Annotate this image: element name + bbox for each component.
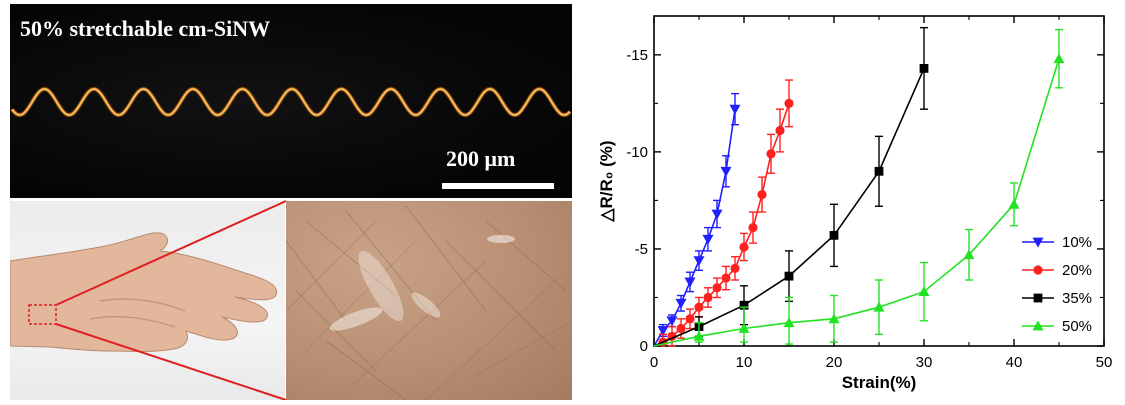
- data-point: [783, 317, 795, 328]
- legend-marker: [1033, 293, 1043, 303]
- data-point: [918, 286, 930, 297]
- legend-label: 10%: [1062, 234, 1092, 251]
- series-35pct: [653, 26, 929, 347]
- data-point: [702, 234, 714, 245]
- photo-panel: 50% stretchable cm-SiNW 200 μm: [10, 4, 572, 400]
- data-point: [730, 263, 740, 273]
- x-tick-label: 0: [650, 354, 658, 371]
- data-point: [738, 323, 750, 333]
- y-tick-label: -5: [635, 241, 648, 258]
- data-point: [1053, 53, 1065, 64]
- data-point: [675, 298, 687, 309]
- series-50pct: [653, 28, 1065, 347]
- data-point: [693, 330, 705, 341]
- x-tick-label: 30: [916, 354, 933, 371]
- series-20pct: [653, 79, 794, 347]
- legend-marker: [1032, 237, 1044, 248]
- data-point: [666, 316, 678, 327]
- data-point: [720, 166, 732, 177]
- data-point: [748, 222, 758, 233]
- wire-highlight: [11, 88, 571, 116]
- skin-texture: [286, 205, 572, 400]
- x-tick-label: 10: [736, 354, 753, 371]
- data-point: [963, 249, 975, 260]
- scale-bar: [442, 183, 554, 189]
- y-tick-label: 0: [640, 338, 648, 355]
- hand-photo: [10, 201, 285, 400]
- hand-shape: [10, 232, 278, 352]
- data-point: [829, 230, 839, 240]
- y-axis-title: △R/R₀ (%): [597, 140, 616, 222]
- data-point: [721, 273, 731, 283]
- data-point: [874, 166, 884, 176]
- skin-closeup-photo: [286, 201, 572, 400]
- data-point: [757, 189, 767, 200]
- legend-label: 35%: [1062, 290, 1092, 307]
- scale-bar-label: 200 μm: [446, 146, 516, 171]
- data-point: [657, 326, 669, 336]
- x-tick-label: 50: [1096, 354, 1113, 371]
- data-point: [712, 283, 722, 293]
- data-point: [784, 98, 794, 108]
- wire-shadow: [10, 86, 572, 118]
- legend-label: 20%: [1062, 262, 1092, 279]
- hand-illustration: [10, 232, 278, 352]
- micrograph-title: 50% stretchable cm-SiNW: [20, 16, 271, 41]
- x-axis-title: Strain(%): [842, 373, 917, 392]
- series-line: [653, 109, 736, 347]
- data-point: [684, 277, 696, 288]
- y-tick-label: -10: [626, 144, 648, 161]
- data-point: [775, 125, 785, 136]
- sinw-micrograph: 50% stretchable cm-SiNW 200 μm: [10, 4, 572, 198]
- data-point: [1008, 198, 1020, 209]
- data-point: [784, 271, 794, 281]
- series-line: [653, 58, 1060, 347]
- series-line: [653, 103, 790, 347]
- data-point: [703, 292, 713, 303]
- series-10pct: [653, 92, 741, 347]
- x-tick-label: 20: [826, 354, 843, 371]
- data-point: [739, 300, 749, 310]
- legend-label: 50%: [1062, 318, 1092, 335]
- data-point: [694, 302, 704, 312]
- data-point: [873, 301, 885, 312]
- legend-marker: [1032, 320, 1044, 331]
- data-point: [693, 256, 705, 267]
- data-point: [676, 323, 686, 334]
- strain-response-chart: 0 10 20 30 40 50 0 -5 -10 -15 Strain(%) △R/R₀ (%) 10…: [597, 15, 1113, 392]
- legend: 10% 20% 35% 50%: [1022, 234, 1092, 335]
- y-tick-label: -15: [626, 47, 648, 64]
- x-tick-label: 40: [1006, 354, 1023, 371]
- data-point: [766, 149, 776, 159]
- data-point: [828, 313, 840, 324]
- patch-region: [28, 304, 57, 325]
- serpentine-nanowire: [10, 86, 572, 118]
- data-point: [739, 242, 749, 252]
- legend-marker: [1033, 265, 1043, 275]
- data-point: [919, 64, 929, 73]
- data-point: [685, 314, 695, 324]
- data-point: [711, 209, 723, 220]
- data-point: [729, 104, 741, 115]
